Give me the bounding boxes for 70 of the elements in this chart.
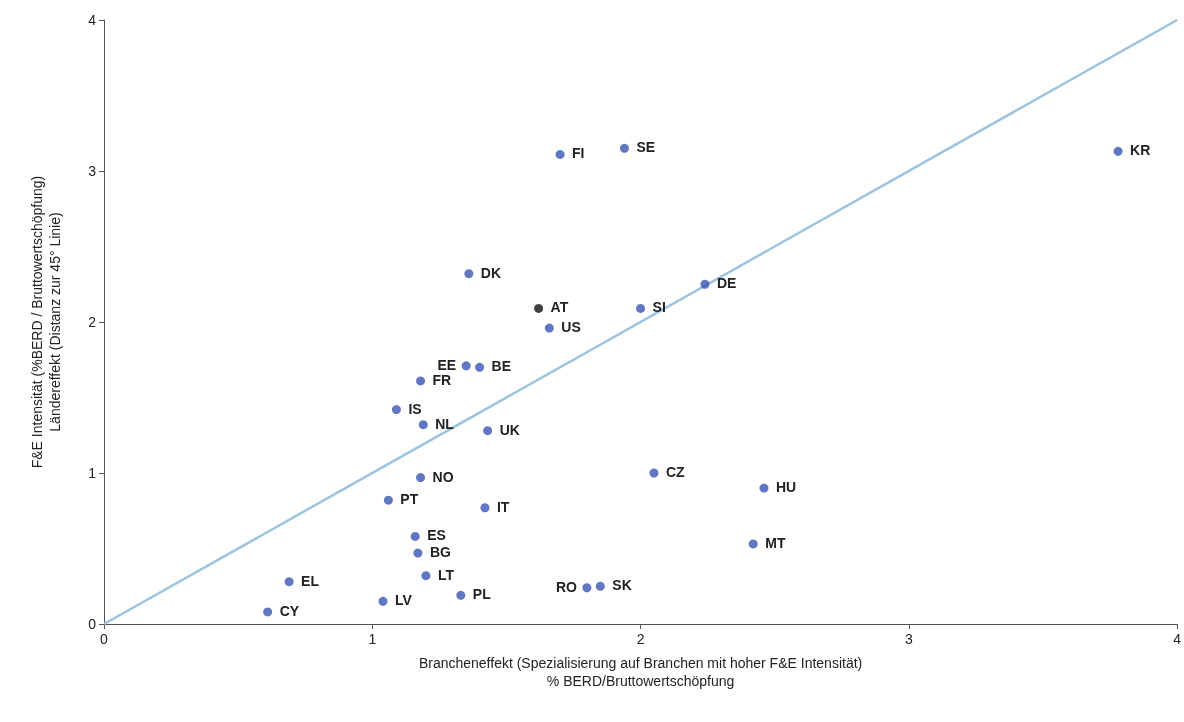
y-axis-title: F&E Intensität (%BERD / Bruttowertschöpfung) Ländereffekt (Distanz zur 45° Linie) [29, 175, 63, 469]
annotation: PL [472, 586, 492, 603]
annotation: NL [435, 415, 455, 432]
y-tick-label: 1 [88, 465, 97, 481]
point [391, 405, 401, 415]
annotation: UK [499, 421, 520, 438]
point [619, 143, 629, 153]
annotation: MT [765, 534, 786, 551]
annotation: KR [1130, 142, 1151, 159]
point [464, 269, 474, 279]
annotation: IS [408, 400, 422, 417]
point [480, 503, 490, 513]
point [555, 149, 565, 159]
annotation: PT [400, 491, 419, 508]
point [759, 483, 769, 493]
point [636, 303, 646, 313]
annotation: DE [716, 275, 737, 292]
point [748, 539, 758, 549]
point [700, 279, 710, 289]
point [582, 583, 592, 593]
y-tick-label: 4 [88, 12, 97, 28]
annotation: FR [432, 371, 452, 388]
point [1113, 146, 1123, 156]
annotation: DK [480, 264, 502, 281]
point [263, 607, 273, 617]
annotation: SE [636, 139, 656, 156]
x-tick-label: 3 [904, 631, 913, 647]
point [416, 473, 426, 483]
annotation: AT [550, 299, 569, 316]
annotation: FI [572, 145, 585, 162]
annotation: HU [775, 479, 797, 496]
y-tick-label: 2 [88, 314, 97, 330]
point [483, 426, 493, 436]
annotation: BE [491, 358, 512, 375]
point [534, 303, 544, 313]
y-tick-label: 0 [88, 616, 97, 632]
point [383, 495, 393, 505]
annotation: CZ [665, 464, 686, 480]
annotation: LV [395, 592, 413, 609]
y-tick-label: 3 [88, 163, 97, 179]
annotation: SK [612, 577, 632, 594]
point [461, 361, 471, 371]
annotation: SI [652, 299, 666, 316]
point [456, 590, 466, 600]
annotation: CY [279, 602, 300, 619]
annotation: BG [429, 544, 451, 561]
point [284, 577, 294, 587]
annotation: LT [437, 566, 455, 583]
annotation: ES [427, 527, 446, 544]
point [378, 596, 388, 606]
point [649, 468, 659, 478]
point [410, 531, 420, 541]
x-tick-label: 4 [1173, 631, 1182, 647]
point [416, 376, 426, 386]
x-tick-label: 1 [368, 631, 377, 647]
point [595, 581, 605, 591]
point [418, 420, 428, 430]
point [475, 362, 485, 372]
annotation: EL [301, 572, 320, 589]
x-tick-label: 0 [100, 631, 109, 647]
annotation: RO [555, 578, 578, 595]
x-axis-title: Brancheneffekt (Spezialisierung auf Branchen mit hoher F&E Intensität) % BERD/Bruttowertschöpfung [418, 655, 863, 689]
point [413, 548, 423, 558]
annotation: NO [432, 468, 454, 485]
annotation: US [561, 319, 581, 336]
x-tick-label: 2 [636, 631, 645, 647]
point [421, 571, 431, 581]
annotation: IT [496, 498, 510, 515]
point [544, 323, 554, 333]
annotation: EE [437, 356, 457, 373]
